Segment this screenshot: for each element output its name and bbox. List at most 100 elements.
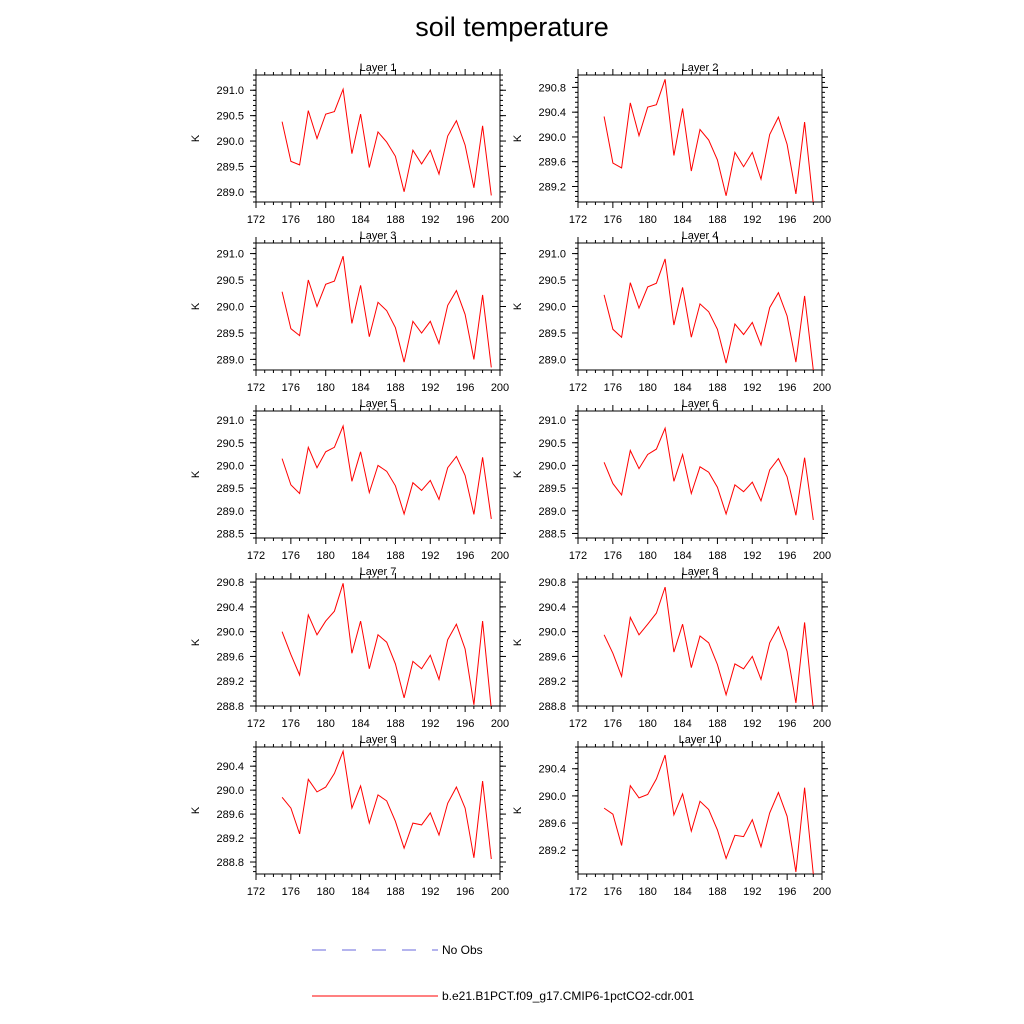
series-line	[603, 258, 814, 370]
x-tick-label: 200	[491, 718, 509, 730]
x-tick-label: 172	[247, 382, 265, 394]
y-tick-label: 289.5	[538, 328, 566, 340]
x-tick-label: 188	[386, 718, 404, 730]
panel-layer-5: Layer 5 K 172 176 180 184 188 192 196 200 288.5 289…	[190, 398, 509, 562]
x-tick-label: 184	[673, 550, 691, 562]
x-tick-label: 180	[639, 214, 657, 226]
x-tick-label: 196	[456, 214, 474, 226]
x-tick-label: 196	[456, 718, 474, 730]
x-tick-label: 176	[604, 214, 622, 226]
y-tick-label: 290.5	[538, 438, 566, 450]
x-tick-label: 192	[743, 382, 761, 394]
x-tick-label: 188	[386, 382, 404, 394]
x-tick-label: 172	[569, 886, 587, 898]
y-tick-label: 288.8	[538, 701, 566, 713]
y-tick-label: 290.0	[538, 302, 566, 314]
series-line	[281, 583, 492, 706]
x-tick-label: 172	[247, 214, 265, 226]
y-tick-label: 291.0	[538, 415, 566, 427]
x-tick-label: 188	[708, 718, 726, 730]
y-tick-label: 288.5	[538, 528, 566, 540]
y-tick-label: 289.0	[538, 506, 566, 518]
y-tick-label: 288.8	[216, 701, 244, 713]
x-tick-label: 184	[351, 382, 369, 394]
legend-label-no-obs: No Obs	[442, 943, 483, 957]
panel-layer-8: Layer 8 K 172 176 180 184 188 192 196 200 288.8 289…	[512, 566, 831, 730]
y-axis-label: K	[190, 638, 202, 646]
y-axis-label: K	[190, 806, 202, 814]
x-tick-label: 200	[491, 550, 509, 562]
y-tick-label: 289.2	[538, 182, 566, 194]
x-tick-label: 180	[639, 550, 657, 562]
x-tick-label: 180	[317, 886, 335, 898]
y-tick-label: 291.0	[216, 85, 244, 97]
panel-title: Layer 8	[682, 566, 719, 578]
x-tick-label: 200	[813, 382, 831, 394]
panel-layer-1: Layer 1 K 172 176 180 184 188 192 196 200 289.0 289…	[190, 62, 509, 226]
panel-title: Layer 1	[360, 62, 397, 74]
x-tick-label: 192	[743, 214, 761, 226]
y-axis-label: K	[190, 470, 202, 478]
y-tick-label: 290.4	[538, 602, 566, 614]
x-tick-label: 184	[673, 886, 691, 898]
x-tick-label: 184	[673, 214, 691, 226]
y-tick-label: 289.2	[216, 676, 244, 688]
series-line	[603, 79, 814, 202]
y-axis-label: K	[512, 470, 524, 478]
x-tick-label: 188	[386, 214, 404, 226]
x-tick-label: 176	[282, 382, 300, 394]
x-tick-label: 200	[813, 214, 831, 226]
x-tick-label: 176	[282, 718, 300, 730]
y-axis-label: K	[190, 134, 202, 142]
x-tick-label: 196	[778, 382, 796, 394]
x-tick-label: 172	[247, 550, 265, 562]
y-tick-label: 289.6	[216, 651, 244, 663]
x-tick-label: 184	[673, 718, 691, 730]
panel-layer-2: Layer 2 K 172 176 180 184 188 192 196 200 289.2 289…	[512, 62, 831, 226]
series-line	[281, 749, 492, 860]
y-tick-label: 291.0	[216, 415, 244, 427]
y-tick-label: 290.4	[216, 602, 244, 614]
x-tick-label: 196	[456, 550, 474, 562]
x-tick-label: 172	[569, 382, 587, 394]
y-tick-label: 290.4	[216, 761, 244, 773]
y-tick-label: 290.0	[216, 627, 244, 639]
y-axis-label: K	[190, 302, 202, 310]
y-tick-label: 289.0	[538, 354, 566, 366]
y-tick-label: 289.2	[538, 676, 566, 688]
x-tick-label: 176	[604, 718, 622, 730]
x-tick-label: 180	[317, 718, 335, 730]
y-tick-label: 290.5	[216, 438, 244, 450]
panel-layer-9: Layer 9 K 172 176 180 184 188 192 196 200 288.8 289…	[190, 734, 509, 898]
panel-layer-7: Layer 7 K 172 176 180 184 188 192 196 200 288.8 289…	[190, 566, 509, 730]
x-tick-label: 180	[317, 382, 335, 394]
x-tick-label: 172	[247, 718, 265, 730]
y-tick-label: 289.5	[216, 328, 244, 340]
x-tick-label: 196	[778, 718, 796, 730]
y-axis-label: K	[512, 806, 524, 814]
x-tick-label: 176	[282, 214, 300, 226]
x-tick-label: 180	[639, 886, 657, 898]
x-tick-label: 188	[708, 886, 726, 898]
panel-layer-3: Layer 3 K 172 176 180 184 188 192 196 200 289.0 289…	[190, 230, 509, 394]
x-tick-label: 176	[604, 382, 622, 394]
x-tick-label: 200	[813, 886, 831, 898]
x-tick-label: 200	[813, 550, 831, 562]
x-tick-label: 184	[351, 550, 369, 562]
y-tick-label: 289.6	[538, 157, 566, 169]
y-tick-label: 290.0	[216, 785, 244, 797]
x-tick-label: 192	[421, 382, 439, 394]
y-tick-label: 289.5	[216, 161, 244, 173]
panel-layer-10: Layer 10 K 172 176 180 184 188 192 196 200 289.2 28…	[512, 734, 831, 898]
x-tick-label: 196	[456, 382, 474, 394]
x-tick-label: 184	[351, 886, 369, 898]
x-tick-label: 188	[708, 382, 726, 394]
y-axis-label: K	[512, 134, 524, 142]
x-tick-label: 196	[778, 886, 796, 898]
y-axis-label: K	[512, 638, 524, 646]
y-tick-label: 290.0	[216, 460, 244, 472]
panel-layer-4: Layer 4 K 172 176 180 184 188 192 196 200 289.0 289…	[512, 230, 831, 394]
x-tick-label: 192	[743, 550, 761, 562]
series-line	[603, 754, 814, 874]
